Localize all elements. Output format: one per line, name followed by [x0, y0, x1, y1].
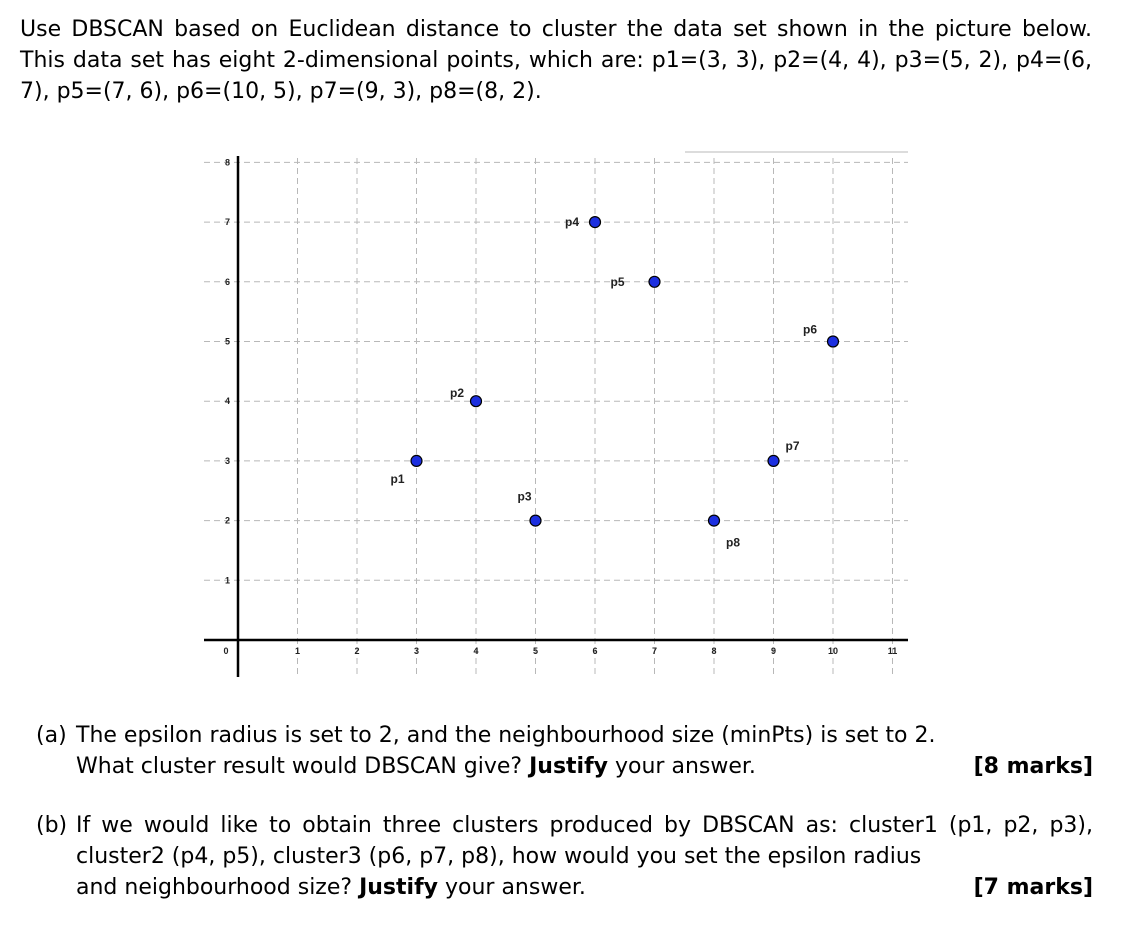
question-b-line2: and neighbourhood size? Justify your ans…	[76, 872, 586, 903]
point-label-p2: p2	[450, 386, 464, 400]
y-tick-label: 1	[225, 575, 230, 585]
question-b: (b) If we would like to obtain three clu…	[36, 810, 1093, 903]
question-a-line1: The epsilon radius is set to 2, and the …	[76, 723, 936, 748]
question-a-marks: [8 marks]	[973, 754, 1093, 779]
x-tick-label: 7	[652, 646, 657, 656]
question-a-line2: What cluster result would DBSCAN give? J…	[76, 751, 756, 782]
point-p2	[469, 395, 483, 408]
y-tick-label: 6	[225, 277, 230, 287]
question-b-line1: If we would like to obtain three cluster…	[76, 813, 1093, 869]
question-a-justify: Justify	[529, 754, 609, 779]
x-tick-label: 11	[888, 646, 898, 656]
x-tick-label: 9	[771, 646, 776, 656]
point-label-p5: p5	[611, 275, 625, 289]
y-tick-label: 4	[225, 396, 230, 406]
point-p8	[707, 514, 721, 527]
x-tick-label: 1	[295, 646, 300, 656]
point-p3	[529, 514, 542, 527]
point-p4	[588, 215, 602, 229]
point-label-p4: p4	[565, 215, 579, 229]
point-label-p8: p8	[726, 536, 740, 550]
x-tick-label: 5	[533, 646, 538, 656]
point-label-p3: p3	[518, 490, 532, 504]
question-b-line2-post: your answer.	[437, 875, 586, 900]
y-tick-label: 3	[225, 456, 230, 466]
point-p1	[410, 454, 423, 467]
point-labels: p1 p2 p3 p4 p5 p6 p7 p8	[391, 215, 818, 549]
question-a-line2-pre: What cluster result would DBSCAN give?	[76, 754, 530, 779]
problem-statement: Use DBSCAN based on Euclidean distance t…	[20, 14, 1092, 107]
x-tick-label: 3	[414, 646, 419, 656]
point-p6	[826, 335, 840, 348]
x-tick-label: 8	[711, 646, 716, 656]
x-tick-label: 6	[592, 646, 597, 656]
y-tick-label: 8	[225, 157, 230, 167]
x-tick-label: 0	[223, 646, 228, 656]
question-a-line2-post: your answer.	[608, 754, 756, 779]
point-label-p7: p7	[786, 439, 800, 453]
question-b-justify: Justify	[359, 875, 438, 900]
scatter-figure: 0 1 2 3 4 5 6 7 8 9 10 11 1 2 3 4 5 6 7 8 p1 p2 p3 p4 p5 p6 p7 p8	[200, 150, 910, 680]
point-p7	[767, 454, 780, 467]
x-tick-label: 2	[354, 646, 359, 656]
x-tick-label: 4	[473, 646, 478, 656]
point-label-p1: p1	[391, 472, 405, 486]
y-tick-label: 7	[225, 217, 230, 227]
question-b-label: (b)	[36, 813, 68, 838]
question-b-line2-pre: and neighbourhood size?	[76, 875, 360, 900]
x-tick-label: 10	[828, 646, 838, 656]
point-label-p6: p6	[803, 323, 817, 337]
y-tick-label: 5	[225, 337, 230, 347]
question-b-marks: [7 marks]	[973, 875, 1093, 900]
point-p5	[648, 275, 661, 288]
intro-text: Use DBSCAN based on Euclidean distance t…	[20, 17, 1092, 104]
y-tick-label: 2	[225, 516, 230, 526]
data-points	[410, 215, 840, 527]
question-a-label: (a)	[36, 723, 67, 748]
grid-lines	[204, 151, 908, 678]
question-a: (a) The epsilon radius is set to 2, and …	[36, 720, 1093, 782]
axes	[204, 156, 908, 677]
